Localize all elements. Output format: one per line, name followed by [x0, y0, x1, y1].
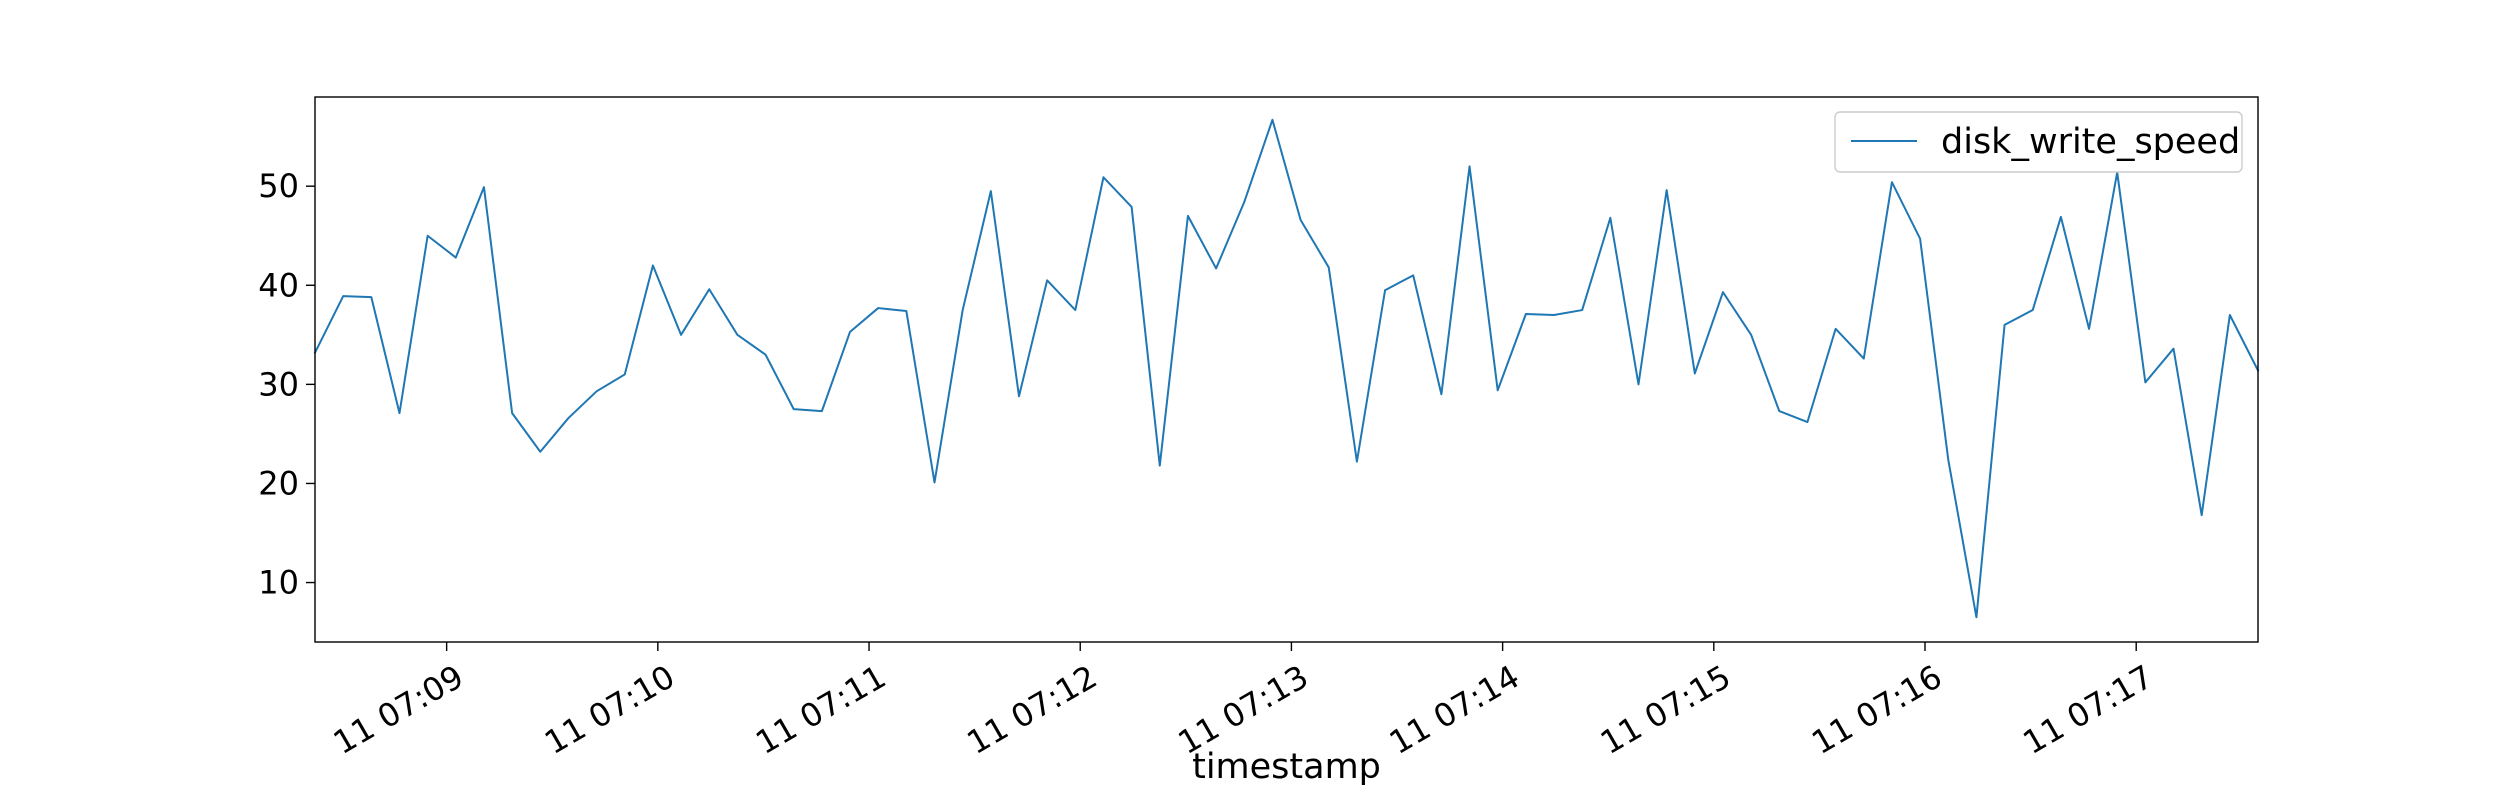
x-tick-label: 11 07:11 [749, 657, 892, 761]
x-axis-title: timestamp [1192, 747, 1381, 787]
series-line-disk-write-speed [313, 118, 2260, 619]
plot-frame [314, 96, 2259, 643]
legend-label: disk_write_speed [1941, 122, 2240, 162]
y-axis: 10 20 30 40 50 [258, 167, 315, 602]
series-layer [313, 118, 2260, 619]
y-tick-label: 10 [258, 564, 299, 602]
x-tick-label: 11 07:09 [327, 657, 470, 761]
legend: disk_write_speed [1834, 111, 2243, 173]
x-tick-label: 11 07:14 [1383, 657, 1526, 761]
x-axis: 11 07:09 11 07:10 11 07:11 11 07:12 11 07:13… [327, 642, 2159, 762]
y-tick-label: 30 [258, 365, 299, 403]
y-tick-label: 50 [258, 167, 299, 205]
x-tick-label: 11 07:15 [1594, 657, 1737, 761]
y-tick-label: 40 [258, 266, 299, 304]
x-tick-label: 11 07:17 [2016, 657, 2159, 761]
x-tick-label: 11 07:10 [538, 657, 681, 761]
x-tick-label: 11 07:16 [1805, 657, 1948, 761]
x-tick-label: 11 07:12 [960, 657, 1103, 761]
legend-box [1834, 111, 2243, 173]
y-tick-label: 20 [258, 464, 299, 502]
